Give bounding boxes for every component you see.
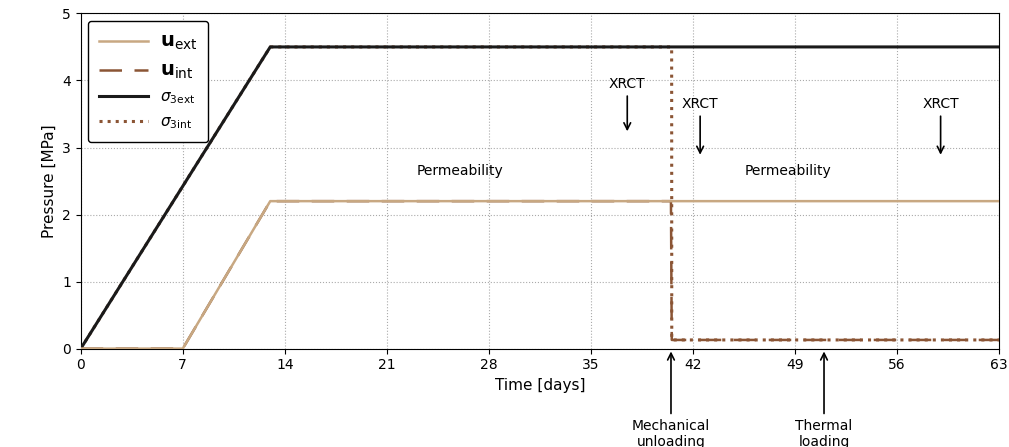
- Y-axis label: Pressure [MPa]: Pressure [MPa]: [41, 124, 57, 238]
- X-axis label: Time [days]: Time [days]: [494, 378, 585, 393]
- Text: XRCT: XRCT: [682, 97, 718, 153]
- Text: XRCT: XRCT: [922, 97, 959, 153]
- Text: Permeability: Permeability: [417, 164, 503, 178]
- Text: Thermal
loading: Thermal loading: [795, 353, 853, 447]
- Text: Permeability: Permeability: [745, 164, 831, 178]
- Text: XRCT: XRCT: [609, 76, 646, 130]
- Legend: $\mathbf{u}_{\mathrm{ext}}$, $\mathbf{u}_{\mathrm{int}}$, $\sigma_{\mathrm{3ext}: $\mathbf{u}_{\mathrm{ext}}$, $\mathbf{u}…: [89, 21, 209, 142]
- Text: Mechanical
unloading: Mechanical unloading: [632, 353, 710, 447]
